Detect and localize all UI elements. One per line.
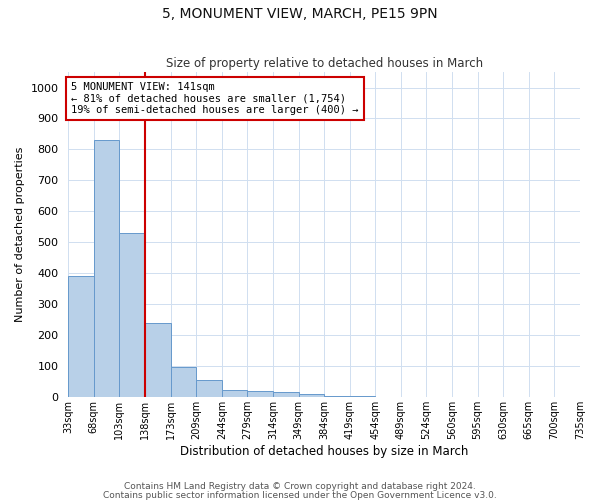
- Y-axis label: Number of detached properties: Number of detached properties: [15, 146, 25, 322]
- Bar: [170, 367, 196, 397]
- Bar: [299, 394, 324, 397]
- Bar: [324, 396, 350, 397]
- Bar: [247, 391, 273, 397]
- Bar: [94, 140, 119, 397]
- Bar: [68, 276, 94, 397]
- Bar: [222, 390, 247, 397]
- Bar: [119, 233, 145, 397]
- Title: Size of property relative to detached houses in March: Size of property relative to detached ho…: [166, 56, 483, 70]
- X-axis label: Distribution of detached houses by size in March: Distribution of detached houses by size …: [180, 444, 469, 458]
- Bar: [145, 322, 170, 397]
- Bar: [196, 380, 222, 397]
- Text: Contains public sector information licensed under the Open Government Licence v3: Contains public sector information licen…: [103, 491, 497, 500]
- Bar: [273, 392, 299, 397]
- Text: 5 MONUMENT VIEW: 141sqm
← 81% of detached houses are smaller (1,754)
19% of semi: 5 MONUMENT VIEW: 141sqm ← 81% of detache…: [71, 82, 358, 115]
- Text: Contains HM Land Registry data © Crown copyright and database right 2024.: Contains HM Land Registry data © Crown c…: [124, 482, 476, 491]
- Text: 5, MONUMENT VIEW, MARCH, PE15 9PN: 5, MONUMENT VIEW, MARCH, PE15 9PN: [162, 8, 438, 22]
